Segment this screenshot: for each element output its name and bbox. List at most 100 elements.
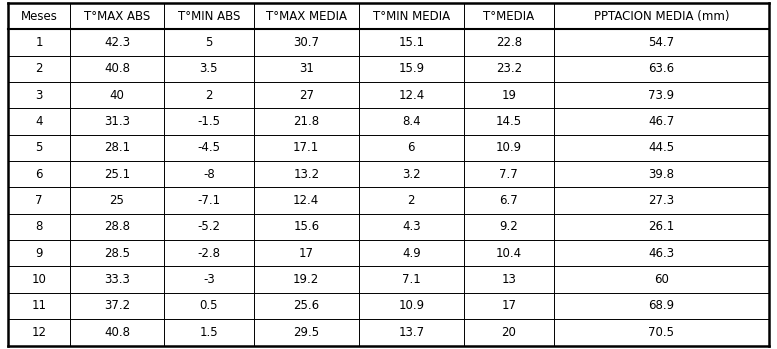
Text: 20: 20: [501, 326, 516, 339]
Text: 68.9: 68.9: [649, 299, 674, 312]
Bar: [254, 214, 359, 240]
Text: 25: 25: [110, 194, 124, 207]
Bar: [8, 161, 70, 187]
Text: 40.8: 40.8: [104, 62, 130, 75]
Bar: [70, 29, 164, 55]
Text: 4: 4: [35, 115, 43, 128]
Text: 3: 3: [35, 89, 43, 102]
Text: 22.8: 22.8: [496, 36, 522, 49]
Text: 33.3: 33.3: [104, 273, 130, 286]
Text: 46.3: 46.3: [649, 247, 674, 260]
Text: T°MIN ABS: T°MIN ABS: [178, 10, 240, 23]
Bar: [8, 108, 70, 135]
Text: -4.5: -4.5: [197, 141, 221, 154]
Text: 40.8: 40.8: [104, 326, 130, 339]
Bar: [464, 266, 554, 293]
Text: 5: 5: [205, 36, 212, 49]
Bar: [164, 29, 254, 55]
Bar: [359, 135, 464, 161]
Bar: [554, 293, 769, 319]
Bar: [164, 135, 254, 161]
Bar: [70, 187, 164, 214]
Bar: [70, 240, 164, 266]
Text: 2: 2: [205, 89, 213, 102]
Bar: [464, 293, 554, 319]
Text: 10: 10: [32, 273, 47, 286]
Text: 73.9: 73.9: [649, 89, 674, 102]
Bar: [359, 108, 464, 135]
Bar: [464, 29, 554, 55]
Text: 28.1: 28.1: [104, 141, 130, 154]
Bar: [464, 161, 554, 187]
Text: 0.5: 0.5: [200, 299, 218, 312]
Text: -2.8: -2.8: [197, 247, 221, 260]
Text: 3.2: 3.2: [402, 168, 420, 181]
Bar: [164, 55, 254, 82]
Text: T°MEDIA: T°MEDIA: [483, 10, 535, 23]
Text: T°MIN MEDIA: T°MIN MEDIA: [373, 10, 450, 23]
Bar: [254, 108, 359, 135]
Text: 63.6: 63.6: [649, 62, 674, 75]
Text: 6: 6: [35, 168, 43, 181]
Bar: [359, 293, 464, 319]
Bar: [254, 187, 359, 214]
Bar: [554, 29, 769, 55]
Bar: [359, 187, 464, 214]
Text: 25.6: 25.6: [293, 299, 319, 312]
Bar: [8, 266, 70, 293]
Text: PPTACION MEDIA (mm): PPTACION MEDIA (mm): [594, 10, 730, 23]
Text: 8.4: 8.4: [402, 115, 420, 128]
Text: 27: 27: [299, 89, 314, 102]
Bar: [554, 187, 769, 214]
Bar: [554, 82, 769, 108]
Text: 60: 60: [654, 273, 669, 286]
Bar: [164, 266, 254, 293]
Text: 39.8: 39.8: [649, 168, 674, 181]
Text: 17.1: 17.1: [293, 141, 319, 154]
Bar: [70, 55, 164, 82]
Bar: [359, 55, 464, 82]
Text: 7.7: 7.7: [500, 168, 518, 181]
Text: 10.4: 10.4: [496, 247, 522, 260]
Text: 54.7: 54.7: [649, 36, 674, 49]
Bar: [70, 108, 164, 135]
Bar: [254, 319, 359, 346]
Bar: [254, 161, 359, 187]
Text: -5.2: -5.2: [197, 220, 221, 233]
Bar: [70, 214, 164, 240]
Text: 7.1: 7.1: [402, 273, 420, 286]
Text: 21.8: 21.8: [293, 115, 319, 128]
Text: 11: 11: [32, 299, 47, 312]
Bar: [70, 319, 164, 346]
Bar: [70, 82, 164, 108]
Bar: [164, 108, 254, 135]
Bar: [70, 3, 164, 29]
Bar: [254, 266, 359, 293]
Text: 13.2: 13.2: [293, 168, 319, 181]
Text: 42.3: 42.3: [104, 36, 130, 49]
Bar: [359, 161, 464, 187]
Bar: [554, 319, 769, 346]
Bar: [464, 214, 554, 240]
Text: -3: -3: [203, 273, 214, 286]
Bar: [464, 187, 554, 214]
Text: -7.1: -7.1: [197, 194, 221, 207]
Bar: [359, 214, 464, 240]
Text: T°MAX MEDIA: T°MAX MEDIA: [266, 10, 347, 23]
Bar: [554, 161, 769, 187]
Text: 17: 17: [501, 299, 516, 312]
Bar: [554, 135, 769, 161]
Text: 1: 1: [35, 36, 43, 49]
Text: 1.5: 1.5: [200, 326, 218, 339]
Bar: [8, 187, 70, 214]
Text: 14.5: 14.5: [496, 115, 522, 128]
Bar: [464, 240, 554, 266]
Text: 26.1: 26.1: [648, 220, 674, 233]
Bar: [70, 266, 164, 293]
Text: 5: 5: [35, 141, 43, 154]
Bar: [254, 82, 359, 108]
Text: 9: 9: [35, 247, 43, 260]
Text: 70.5: 70.5: [649, 326, 674, 339]
Bar: [164, 3, 254, 29]
Bar: [464, 55, 554, 82]
